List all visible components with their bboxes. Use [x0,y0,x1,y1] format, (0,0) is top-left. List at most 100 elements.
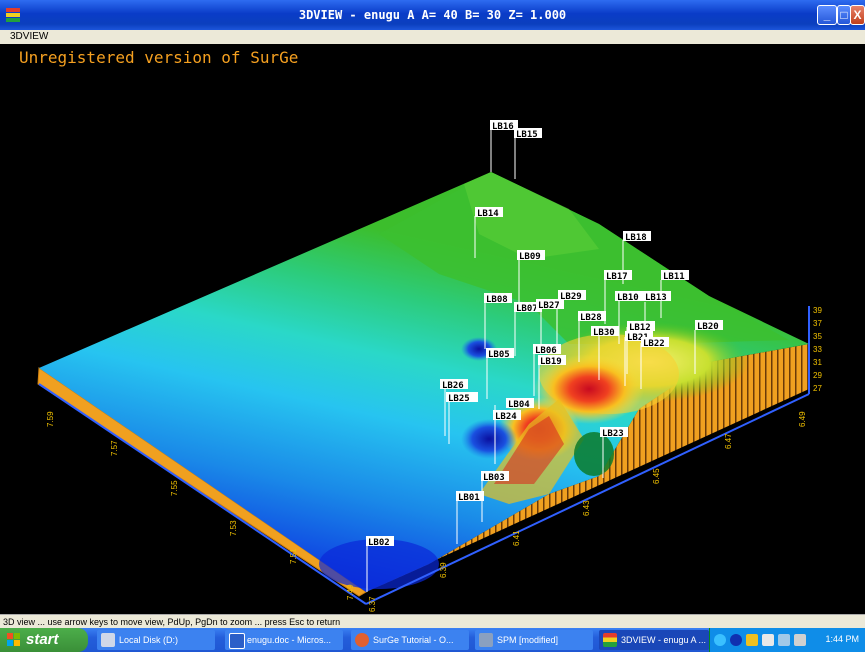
menu-bar: 3DVIEW [0,30,865,44]
svg-text:LB02: LB02 [368,538,390,548]
svg-text:LB15: LB15 [516,130,538,140]
label-lb01: LB01 [456,491,484,503]
status-text: 3D view ... use arrow keys to move view,… [3,617,341,627]
label-lb09: LB09 [517,250,545,262]
label-lb16: LB16 [490,120,518,132]
svg-text:LB14: LB14 [477,209,499,219]
height-scale-ticks: 39 37 35 33 31 29 27 [813,306,822,393]
left-tick-0: 7.59 [46,411,55,427]
svg-text:LB18: LB18 [625,233,647,243]
bottom-tick-0: 6.37 [368,596,377,612]
label-lb12: LB12 [627,321,655,333]
svg-text:LB17: LB17 [606,272,628,282]
label-lb04: LB04 [506,398,534,410]
minimize-button[interactable]: _ [817,5,837,25]
label-lb14: LB14 [475,207,503,219]
bottom-tick-6: 6.49 [798,411,807,427]
bluetooth-icon[interactable] [730,634,742,646]
bottom-tick-5: 6.47 [724,433,733,449]
back-icon[interactable] [714,634,726,646]
label-lb11: LB11 [661,270,689,282]
svg-text:LB29: LB29 [560,292,582,302]
height-tick-0: 39 [813,306,822,315]
task-enugu-doc[interactable]: enugu.doc - Micros... [225,630,343,650]
maximize-button[interactable]: □ [837,5,851,25]
unregistered-watermark: Unregistered version of SurGe [19,48,299,67]
surface-plot: LB16 LB15 LB14 LB18 LB09 LB17 LB11 LB29 … [37,120,822,612]
bottom-tick-4: 6.45 [652,468,661,484]
left-tick-4: 7.51 [289,548,298,564]
left-tick-2: 7.55 [170,480,179,496]
svg-text:LB24: LB24 [495,412,517,422]
svg-text:LB13: LB13 [645,293,667,303]
svg-text:LB11: LB11 [663,272,685,282]
windows-flag-icon [7,633,20,646]
svg-text:LB23: LB23 [602,429,624,439]
bottom-tick-2: 6.41 [512,530,521,546]
system-tray: 1:44 PM [709,628,865,652]
spm-icon [479,633,493,647]
svg-text:LB06: LB06 [535,346,557,356]
svg-text:LB07: LB07 [516,304,538,314]
bottom-axis-line [365,393,810,605]
svg-text:LB21: LB21 [627,333,649,343]
bottom-tick-3: 6.43 [582,500,591,516]
svg-text:LB16: LB16 [492,122,514,132]
surge-app-icon [603,633,617,647]
clock: 1:44 PM [825,634,859,644]
label-lb26: LB26 [440,379,468,391]
height-tick-2: 35 [813,332,822,341]
point-labels: LB16 LB15 LB14 LB18 LB09 LB17 LB11 LB29 … [366,120,723,548]
svg-text:LB28: LB28 [580,313,602,323]
svg-text:LB01: LB01 [458,493,480,503]
start-label: start [26,631,59,648]
label-lb06: LB06 [533,344,561,356]
svg-text:LB04: LB04 [508,400,530,410]
window-title: 3DVIEW - enugu A A= 40 B= 30 Z= 1.000 [298,8,567,22]
label-lb07: LB07 [514,302,542,314]
label-lb29: LB29 [558,290,586,302]
left-side-wall [37,367,367,597]
label-lb30: LB30 [591,326,619,338]
close-button[interactable]: X [850,5,865,25]
browser-icon [355,633,369,647]
svg-text:LB20: LB20 [697,322,719,332]
label-lb28: LB28 [578,311,606,323]
task-spm[interactable]: SPM [modified] [475,630,593,650]
left-tick-3: 7.53 [229,520,238,536]
left-tick-5: 7.49 [346,584,355,600]
menu-item-3dview[interactable]: 3DVIEW [10,31,49,42]
svg-text:LB19: LB19 [540,357,562,367]
label-lb22: LB22 [641,337,669,349]
app-icon [6,8,20,22]
label-lb13: LB13 [643,291,671,303]
height-tick-1: 37 [813,319,822,328]
camera-icon[interactable] [762,634,774,646]
label-lb21: LB21 [625,331,653,343]
svg-text:LB26: LB26 [442,381,464,391]
svg-text:LB25: LB25 [448,394,470,404]
label-lb20: LB20 [695,320,723,332]
surface-3d-view[interactable]: Unregistered version of SurGe [9,44,857,614]
svg-text:LB30: LB30 [593,328,615,338]
height-tick-3: 33 [813,345,822,354]
speaker-icon[interactable] [794,634,806,646]
right-side-wall [366,344,809,592]
task-3dview[interactable]: 3DVIEW - enugu A ... [599,630,709,650]
window-title-bar[interactable]: 3DVIEW - enugu A A= 40 B= 30 Z= 1.000 _ … [0,0,865,30]
label-lb03: LB03 [481,471,509,483]
label-lb10: LB10 [615,291,643,303]
height-tick-5: 29 [813,371,822,380]
label-lb19: LB19 [538,355,566,367]
svg-text:LB05: LB05 [488,350,510,360]
status-bar: 3D view ... use arrow keys to move view,… [0,614,865,629]
label-lb24: LB24 [493,410,521,422]
task-surge-tutorial[interactable]: SurGe Tutorial - O... [351,630,469,650]
network-icon[interactable] [746,634,758,646]
height-tick-4: 31 [813,358,822,367]
label-lb02: LB02 [366,536,394,548]
task-local-disk[interactable]: Local Disk (D:) [97,630,215,650]
drive-icon [101,633,115,647]
start-button[interactable]: start [0,628,88,652]
monitor-icon[interactable] [778,634,790,646]
